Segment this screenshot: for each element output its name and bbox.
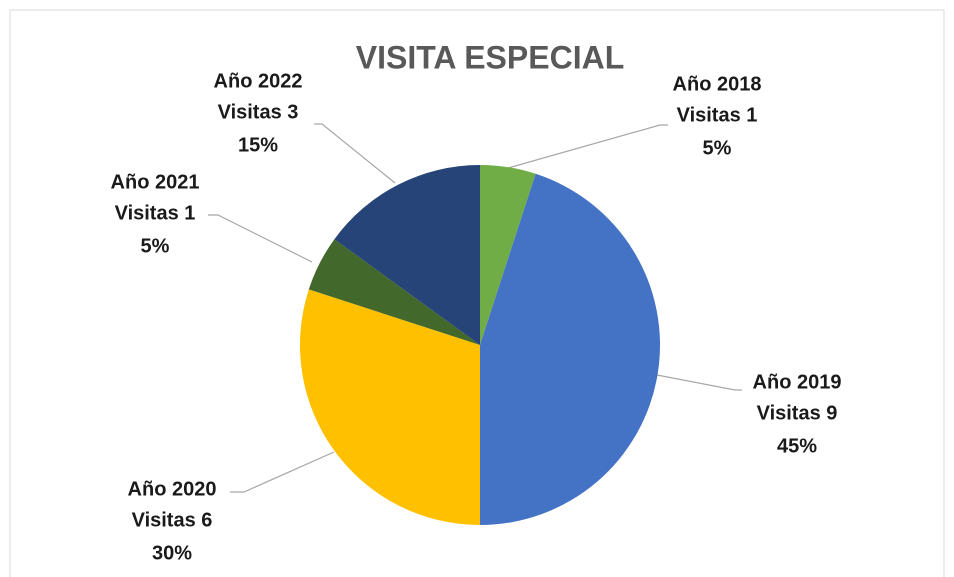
slice-category-label: Año 2021 (111, 171, 200, 193)
slice-category-label: Año 2018 (673, 73, 762, 95)
slice-percent-label: 5% (141, 235, 170, 257)
slice-value-label: Visitas 6 (132, 509, 213, 531)
leader-line (230, 451, 335, 493)
leader-lines (208, 123, 742, 493)
slice-category-label: Año 2022 (214, 70, 303, 92)
slice-category-label: Año 2019 (753, 371, 842, 393)
slice-value-label: Visitas 9 (757, 402, 838, 424)
slice-percent-label: 15% (238, 134, 278, 156)
pie-slice (334, 165, 480, 345)
pie-slice (299, 289, 480, 525)
slice-value-label: Visitas 1 (115, 202, 196, 224)
leader-line (507, 124, 668, 169)
slice-percent-label: 45% (777, 435, 817, 457)
leader-line (656, 374, 742, 391)
pie-slice (480, 165, 536, 345)
slice-value-label: Visitas 3 (218, 101, 299, 123)
slice-category-label: Año 2020 (128, 478, 217, 500)
leader-line (314, 123, 396, 184)
chart-title: VISITA ESPECIAL (356, 39, 624, 75)
slice-percent-label: 30% (152, 542, 192, 564)
pie-slice (308, 239, 480, 345)
slice-percent-label: 5% (703, 137, 732, 159)
leader-line (208, 214, 313, 263)
slice-value-label: Visitas 1 (677, 104, 758, 126)
pie-slice (480, 173, 660, 526)
